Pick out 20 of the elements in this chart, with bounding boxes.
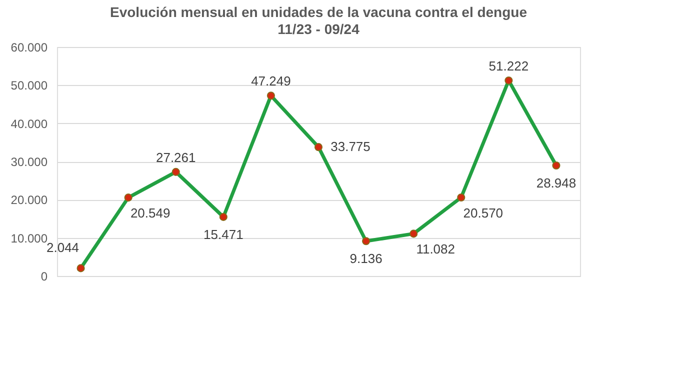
y-tick-label: 10.000 [10, 231, 48, 246]
y-tick-label: 40.000 [10, 116, 48, 131]
data-label: 51.222 [488, 58, 529, 74]
data-label: 15.471 [204, 226, 244, 242]
data-label: 27.261 [156, 150, 196, 165]
y-tick-label: 30.000 [10, 155, 48, 169]
y-tick-label: 0 [40, 270, 48, 284]
data-label: 9.136 [350, 251, 382, 266]
y-tick-label: 60.000 [10, 40, 48, 54]
y-tick-label: 20.000 [10, 193, 48, 208]
y-tick-label: 50.000 [10, 78, 48, 93]
chart-subtitle: 11/23 - 09/24 [278, 21, 360, 37]
data-label: 20.549 [130, 206, 170, 221]
data-label: 2.044 [46, 240, 80, 256]
data-label: 33.775 [330, 139, 370, 154]
data-label: 11.082 [416, 242, 455, 257]
data-label: 20.570 [463, 205, 504, 220]
chart-title: Evolución mensual en unidades de la vacuna contra el dengue [110, 4, 528, 20]
data-label: 28.948 [536, 176, 576, 191]
data-label: 47.249 [251, 74, 291, 89]
